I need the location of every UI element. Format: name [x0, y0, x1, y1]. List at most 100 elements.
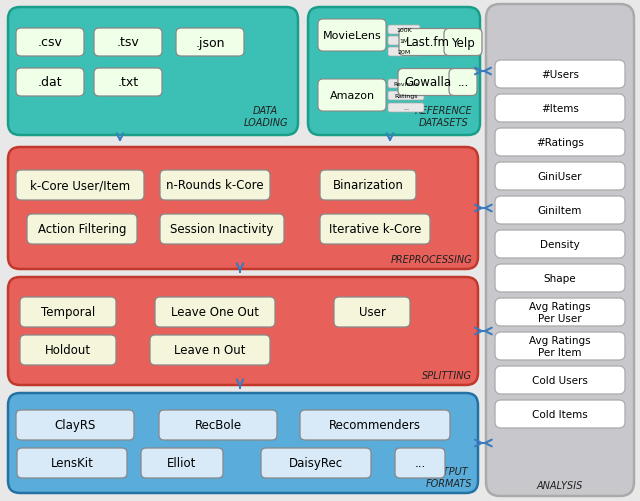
Text: n-Rounds k-Core: n-Rounds k-Core	[166, 179, 264, 192]
Text: Elliot: Elliot	[167, 456, 196, 469]
FancyBboxPatch shape	[8, 393, 478, 493]
FancyBboxPatch shape	[388, 48, 420, 57]
FancyBboxPatch shape	[8, 148, 478, 270]
FancyBboxPatch shape	[495, 230, 625, 259]
Text: k-Core User/Item: k-Core User/Item	[30, 179, 130, 192]
Text: RecBole: RecBole	[195, 419, 241, 432]
Text: Cold Items: Cold Items	[532, 409, 588, 419]
Text: Reviews: Reviews	[393, 82, 419, 87]
Text: 100K: 100K	[396, 28, 412, 33]
Text: #Ratings: #Ratings	[536, 138, 584, 148]
Text: Action Filtering: Action Filtering	[38, 223, 126, 236]
Text: OUTPUT
FORMATS: OUTPUT FORMATS	[426, 466, 472, 488]
FancyBboxPatch shape	[20, 335, 116, 365]
Text: Holdout: Holdout	[45, 344, 91, 357]
FancyBboxPatch shape	[495, 332, 625, 360]
Text: .json: .json	[195, 37, 225, 50]
Text: Ratings: Ratings	[394, 94, 418, 99]
FancyBboxPatch shape	[17, 448, 127, 478]
Text: Session Inactivity: Session Inactivity	[170, 223, 274, 236]
FancyBboxPatch shape	[141, 448, 223, 478]
FancyBboxPatch shape	[16, 29, 84, 57]
FancyBboxPatch shape	[94, 69, 162, 97]
FancyBboxPatch shape	[388, 26, 420, 35]
Text: Binarization: Binarization	[333, 179, 403, 192]
FancyBboxPatch shape	[20, 298, 116, 327]
FancyBboxPatch shape	[94, 29, 162, 57]
FancyBboxPatch shape	[495, 129, 625, 157]
Text: Avg Ratings
Per Item: Avg Ratings Per Item	[529, 336, 591, 357]
FancyBboxPatch shape	[495, 163, 625, 190]
Text: .tsv: .tsv	[116, 37, 140, 50]
Text: ANALYSIS: ANALYSIS	[537, 480, 583, 490]
FancyBboxPatch shape	[399, 30, 457, 57]
Text: Gowalla: Gowalla	[404, 76, 452, 89]
FancyBboxPatch shape	[334, 298, 410, 327]
FancyBboxPatch shape	[300, 410, 450, 440]
Text: Iterative k-Core: Iterative k-Core	[329, 223, 421, 236]
Text: ...: ...	[403, 106, 409, 111]
FancyBboxPatch shape	[320, 214, 430, 244]
FancyBboxPatch shape	[160, 171, 270, 200]
FancyBboxPatch shape	[495, 299, 625, 326]
FancyBboxPatch shape	[444, 30, 482, 57]
Text: Avg Ratings
Per User: Avg Ratings Per User	[529, 302, 591, 323]
FancyBboxPatch shape	[16, 171, 144, 200]
Text: PREPROCESSING: PREPROCESSING	[390, 255, 472, 265]
FancyBboxPatch shape	[388, 37, 420, 46]
Text: #Items: #Items	[541, 104, 579, 114]
FancyBboxPatch shape	[308, 8, 480, 136]
Text: ...: ...	[414, 456, 426, 469]
Text: SPLITTING: SPLITTING	[422, 370, 472, 380]
Text: GiniUser: GiniUser	[538, 172, 582, 182]
FancyBboxPatch shape	[495, 400, 625, 428]
Text: .dat: .dat	[38, 76, 62, 89]
Text: MovieLens: MovieLens	[323, 31, 381, 41]
FancyBboxPatch shape	[495, 196, 625, 224]
Text: GiniItem: GiniItem	[538, 205, 582, 215]
FancyBboxPatch shape	[398, 69, 458, 96]
Text: .txt: .txt	[117, 76, 139, 89]
Text: .csv: .csv	[38, 37, 63, 50]
Text: ClayRS: ClayRS	[54, 419, 96, 432]
FancyBboxPatch shape	[160, 214, 284, 244]
FancyBboxPatch shape	[320, 171, 416, 200]
Text: Density: Density	[540, 239, 580, 249]
Text: Shape: Shape	[544, 274, 576, 284]
FancyBboxPatch shape	[261, 448, 371, 478]
Text: Leave One Out: Leave One Out	[171, 306, 259, 319]
FancyBboxPatch shape	[449, 69, 477, 96]
FancyBboxPatch shape	[388, 104, 424, 113]
Text: Amazon: Amazon	[330, 91, 374, 101]
Text: #Users: #Users	[541, 70, 579, 80]
FancyBboxPatch shape	[388, 92, 424, 101]
Text: DaisyRec: DaisyRec	[289, 456, 343, 469]
Text: Temporal: Temporal	[41, 306, 95, 319]
FancyBboxPatch shape	[27, 214, 137, 244]
Text: Leave n Out: Leave n Out	[174, 344, 246, 357]
Text: User: User	[358, 306, 385, 319]
FancyBboxPatch shape	[8, 8, 298, 136]
FancyBboxPatch shape	[176, 29, 244, 57]
FancyBboxPatch shape	[16, 410, 134, 440]
FancyBboxPatch shape	[495, 265, 625, 293]
Text: ...: ...	[458, 76, 468, 89]
FancyBboxPatch shape	[318, 20, 386, 52]
Text: Yelp: Yelp	[451, 37, 475, 50]
Text: 20M: 20M	[397, 50, 411, 55]
FancyBboxPatch shape	[486, 5, 634, 496]
FancyBboxPatch shape	[495, 61, 625, 89]
Text: 1M: 1M	[399, 39, 408, 44]
FancyBboxPatch shape	[388, 80, 424, 89]
FancyBboxPatch shape	[150, 335, 270, 365]
FancyBboxPatch shape	[395, 448, 445, 478]
Text: Last.fm: Last.fm	[406, 37, 450, 50]
FancyBboxPatch shape	[155, 298, 275, 327]
Text: LensKit: LensKit	[51, 456, 93, 469]
FancyBboxPatch shape	[8, 278, 478, 385]
FancyBboxPatch shape	[16, 69, 84, 97]
Text: REFERENCE
DATASETS: REFERENCE DATASETS	[414, 106, 472, 128]
Text: Recommenders: Recommenders	[329, 419, 421, 432]
FancyBboxPatch shape	[495, 366, 625, 394]
FancyBboxPatch shape	[318, 80, 386, 112]
